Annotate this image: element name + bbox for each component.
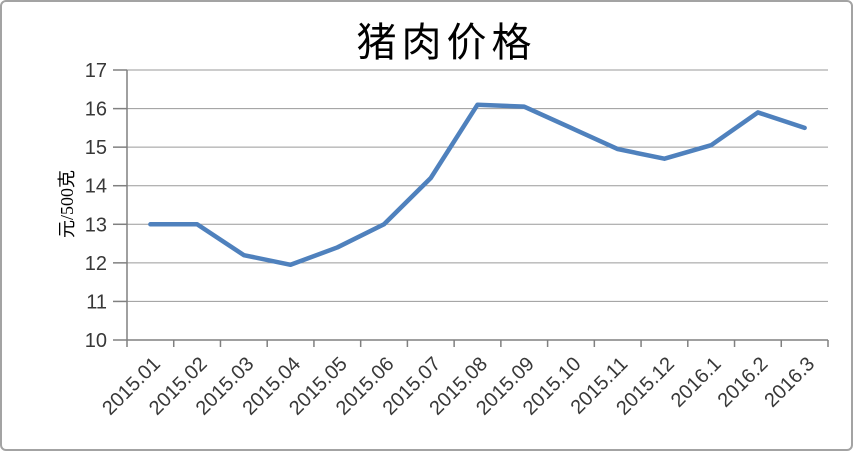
y-axis-tick-label: 16 — [85, 99, 107, 121]
y-axis-tick-label: 11 — [86, 291, 107, 313]
x-axis-tick-label: 2016.2 — [714, 353, 773, 412]
x-axis-tick-label: 2016.3 — [760, 353, 819, 412]
y-axis-tick-label: 17 — [85, 60, 107, 82]
y-axis-tick-label: 15 — [85, 137, 107, 159]
y-axis-tick-label: 13 — [85, 214, 107, 236]
y-axis-tick-label: 14 — [85, 176, 107, 198]
price-series-line — [148, 102, 807, 268]
chart-title: 猪肉价格 — [356, 20, 537, 65]
x-axis-tick-label: 2016.1 — [667, 353, 726, 412]
y-axis-tick-label: 12 — [85, 253, 107, 275]
y-axis-tick-label: 10 — [85, 330, 107, 352]
